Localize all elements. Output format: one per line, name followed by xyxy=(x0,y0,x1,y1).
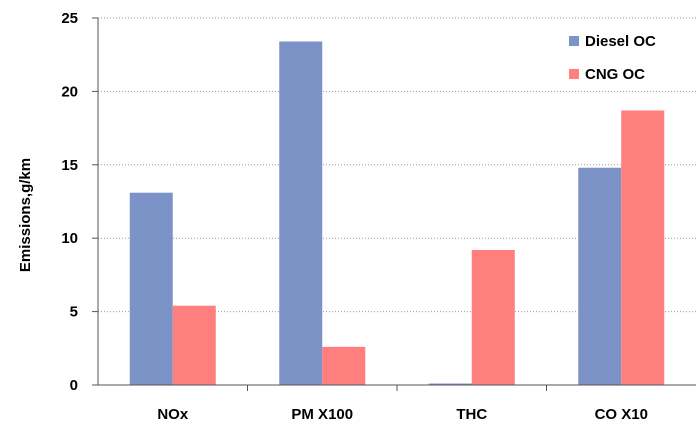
y-tick-label: 15 xyxy=(61,157,78,174)
axes xyxy=(92,17,696,391)
x-category-label: THC xyxy=(456,406,487,423)
bar-diesel-oc-thc xyxy=(428,383,472,385)
bar-cng-oc-nox xyxy=(172,305,216,385)
y-tick-labels: 0 5 10 15 20 25 xyxy=(61,10,78,394)
bars xyxy=(129,41,665,385)
x-category-label: NOx xyxy=(157,406,189,423)
bar-diesel-oc-pm-x100 xyxy=(279,41,323,385)
legend: Diesel OC CNG OC xyxy=(569,33,656,83)
bar-diesel-oc-co-x10 xyxy=(578,167,622,385)
legend-swatch xyxy=(569,36,579,46)
legend-swatch xyxy=(569,69,579,79)
bar-cng-oc-pm-x100 xyxy=(322,346,366,385)
y-tick-label: 10 xyxy=(61,230,78,247)
legend-label: CNG OC xyxy=(585,66,645,83)
y-tick-label: 5 xyxy=(70,304,78,321)
legend-label: Diesel OC xyxy=(585,33,656,50)
x-category-label: CO X10 xyxy=(595,406,648,423)
y-tick-label: 20 xyxy=(61,83,78,100)
bar-cng-oc-thc xyxy=(471,249,515,385)
bar-diesel-oc-nox xyxy=(129,192,173,385)
y-tick-label: 0 xyxy=(70,377,78,394)
x-category-labels: NOx PM X100 THC CO X10 xyxy=(157,406,648,423)
bar-cng-oc-co-x10 xyxy=(621,110,665,385)
y-axis-title: Emissions,g/km xyxy=(17,158,34,272)
y-tick-label: 25 xyxy=(61,10,78,27)
x-category-label: PM X100 xyxy=(291,406,353,423)
